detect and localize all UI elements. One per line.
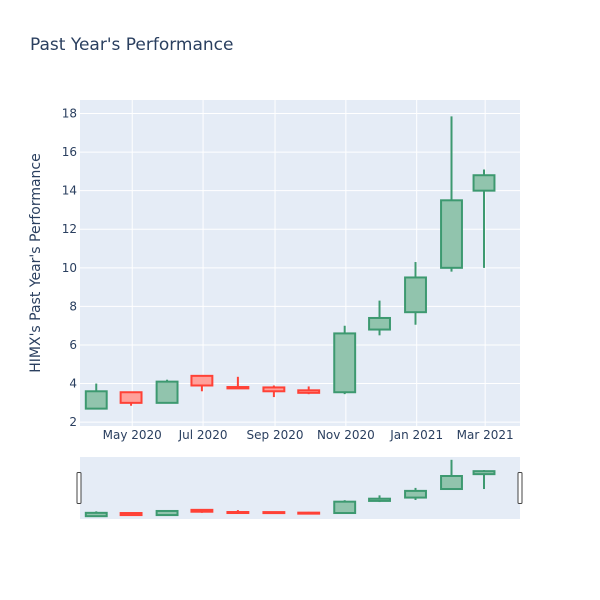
y-tick-label: 6 bbox=[69, 338, 77, 352]
slider-candle-body bbox=[404, 489, 427, 499]
y-tick-label: 18 bbox=[62, 107, 77, 121]
chart-title: Past Year's Performance bbox=[30, 35, 234, 55]
candle[interactable] bbox=[119, 391, 143, 406]
slider-candle bbox=[297, 511, 321, 515]
grid-lines bbox=[80, 100, 520, 426]
candle-body bbox=[262, 386, 286, 393]
slider-candle-body bbox=[440, 475, 463, 491]
y-tick-label: 4 bbox=[69, 377, 77, 391]
slider-candle bbox=[119, 512, 143, 517]
range-slider-handle-right[interactable] bbox=[517, 472, 523, 504]
y-tick-label: 2 bbox=[69, 415, 77, 429]
slider-candle-body bbox=[119, 512, 143, 517]
range-slider-handle-left[interactable] bbox=[76, 472, 82, 504]
slider-candle-body bbox=[190, 508, 214, 513]
candle[interactable] bbox=[262, 385, 286, 398]
candle-body bbox=[190, 374, 214, 387]
y-tick-label: 16 bbox=[62, 145, 77, 159]
x-tick-label: Jan 2021 bbox=[389, 428, 443, 442]
candle-body bbox=[404, 276, 427, 314]
slider-candle bbox=[190, 508, 214, 513]
slider-candle bbox=[155, 509, 179, 517]
slider-candle bbox=[368, 495, 391, 503]
y-tick-label: 12 bbox=[62, 222, 77, 236]
x-tick-label: Jul 2020 bbox=[178, 428, 228, 442]
slider-candle bbox=[333, 500, 357, 515]
range-slider-candles bbox=[84, 459, 496, 518]
slider-candle bbox=[404, 487, 427, 500]
slider-candle-body bbox=[472, 470, 496, 476]
candle-body bbox=[119, 391, 143, 404]
y-tick-label: 14 bbox=[62, 184, 77, 198]
candle[interactable] bbox=[404, 262, 427, 325]
candle[interactable] bbox=[297, 386, 321, 395]
candle-body bbox=[226, 386, 250, 390]
slider-candle bbox=[472, 470, 496, 490]
candle-body bbox=[333, 332, 357, 394]
x-tick-label: Sep 2020 bbox=[247, 428, 304, 442]
candle-body bbox=[368, 316, 391, 331]
candle[interactable] bbox=[333, 325, 357, 395]
candle[interactable] bbox=[440, 116, 463, 272]
x-axis-ticks: May 2020 Jul 2020 Sep 2020 Nov 2020 Jan 2021… bbox=[103, 428, 514, 442]
x-tick-label: Nov 2020 bbox=[317, 428, 375, 442]
candle-body bbox=[155, 380, 179, 404]
slider-candle bbox=[226, 510, 250, 515]
x-tick-label: May 2020 bbox=[103, 428, 162, 442]
slider-candle bbox=[440, 459, 463, 491]
candle-body bbox=[472, 174, 496, 192]
candle[interactable] bbox=[472, 169, 496, 268]
slider-candle-body bbox=[333, 500, 357, 515]
slider-candle-body bbox=[84, 511, 108, 518]
candle-body bbox=[440, 199, 463, 269]
slider-candle bbox=[84, 511, 108, 518]
y-tick-label: 8 bbox=[69, 299, 77, 313]
slider-candle-body bbox=[155, 509, 179, 517]
candle[interactable] bbox=[190, 374, 214, 392]
y-tick-label: 10 bbox=[62, 261, 77, 275]
y-axis-title: HIMX's Past Year's Performance bbox=[28, 153, 44, 373]
slider-candle bbox=[262, 511, 286, 515]
slider-candle-body bbox=[297, 511, 321, 515]
slider-candle-body bbox=[262, 511, 286, 515]
slider-candle-body bbox=[226, 511, 250, 515]
x-tick-label: Mar 2021 bbox=[457, 428, 514, 442]
candle-body bbox=[84, 390, 108, 410]
candles bbox=[84, 116, 496, 410]
candle[interactable] bbox=[368, 300, 391, 336]
candle[interactable] bbox=[226, 376, 250, 390]
candle[interactable] bbox=[84, 383, 108, 410]
candle-body bbox=[297, 389, 321, 394]
slider-candle-body bbox=[368, 497, 391, 502]
y-axis-ticks: 2 4 6 8 10 12 14 16 18 bbox=[62, 107, 77, 430]
candle[interactable] bbox=[155, 379, 179, 404]
